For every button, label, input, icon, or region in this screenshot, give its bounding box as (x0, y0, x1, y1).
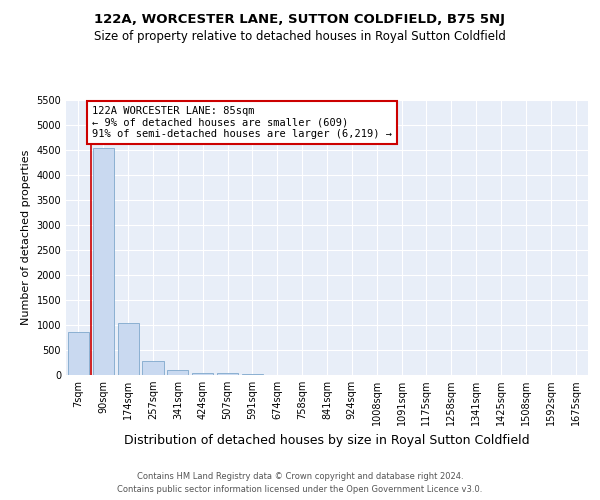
Bar (192, 372, 213, 375)
Text: 122A WORCESTER LANE: 85sqm
← 9% of detached houses are smaller (609)
91% of semi: 122A WORCESTER LANE: 85sqm ← 9% of detac… (92, 106, 392, 139)
Text: Contains public sector information licensed under the Open Government Licence v3: Contains public sector information licen… (118, 485, 482, 494)
Bar (68, 332, 89, 375)
Text: Size of property relative to detached houses in Royal Sutton Coldfield: Size of property relative to detached ho… (94, 30, 506, 43)
Bar (217, 372, 238, 375)
Bar (93, 148, 114, 375)
Y-axis label: Number of detached properties: Number of detached properties (21, 150, 31, 325)
Text: Contains HM Land Registry data © Crown copyright and database right 2024.: Contains HM Land Registry data © Crown c… (137, 472, 463, 481)
Bar (167, 370, 188, 375)
X-axis label: Distribution of detached houses by size in Royal Sutton Coldfield: Distribution of detached houses by size … (124, 434, 530, 446)
Bar (118, 322, 139, 375)
Text: 122A, WORCESTER LANE, SUTTON COLDFIELD, B75 5NJ: 122A, WORCESTER LANE, SUTTON COLDFIELD, … (95, 12, 505, 26)
Bar (242, 374, 263, 375)
Bar (142, 361, 164, 375)
